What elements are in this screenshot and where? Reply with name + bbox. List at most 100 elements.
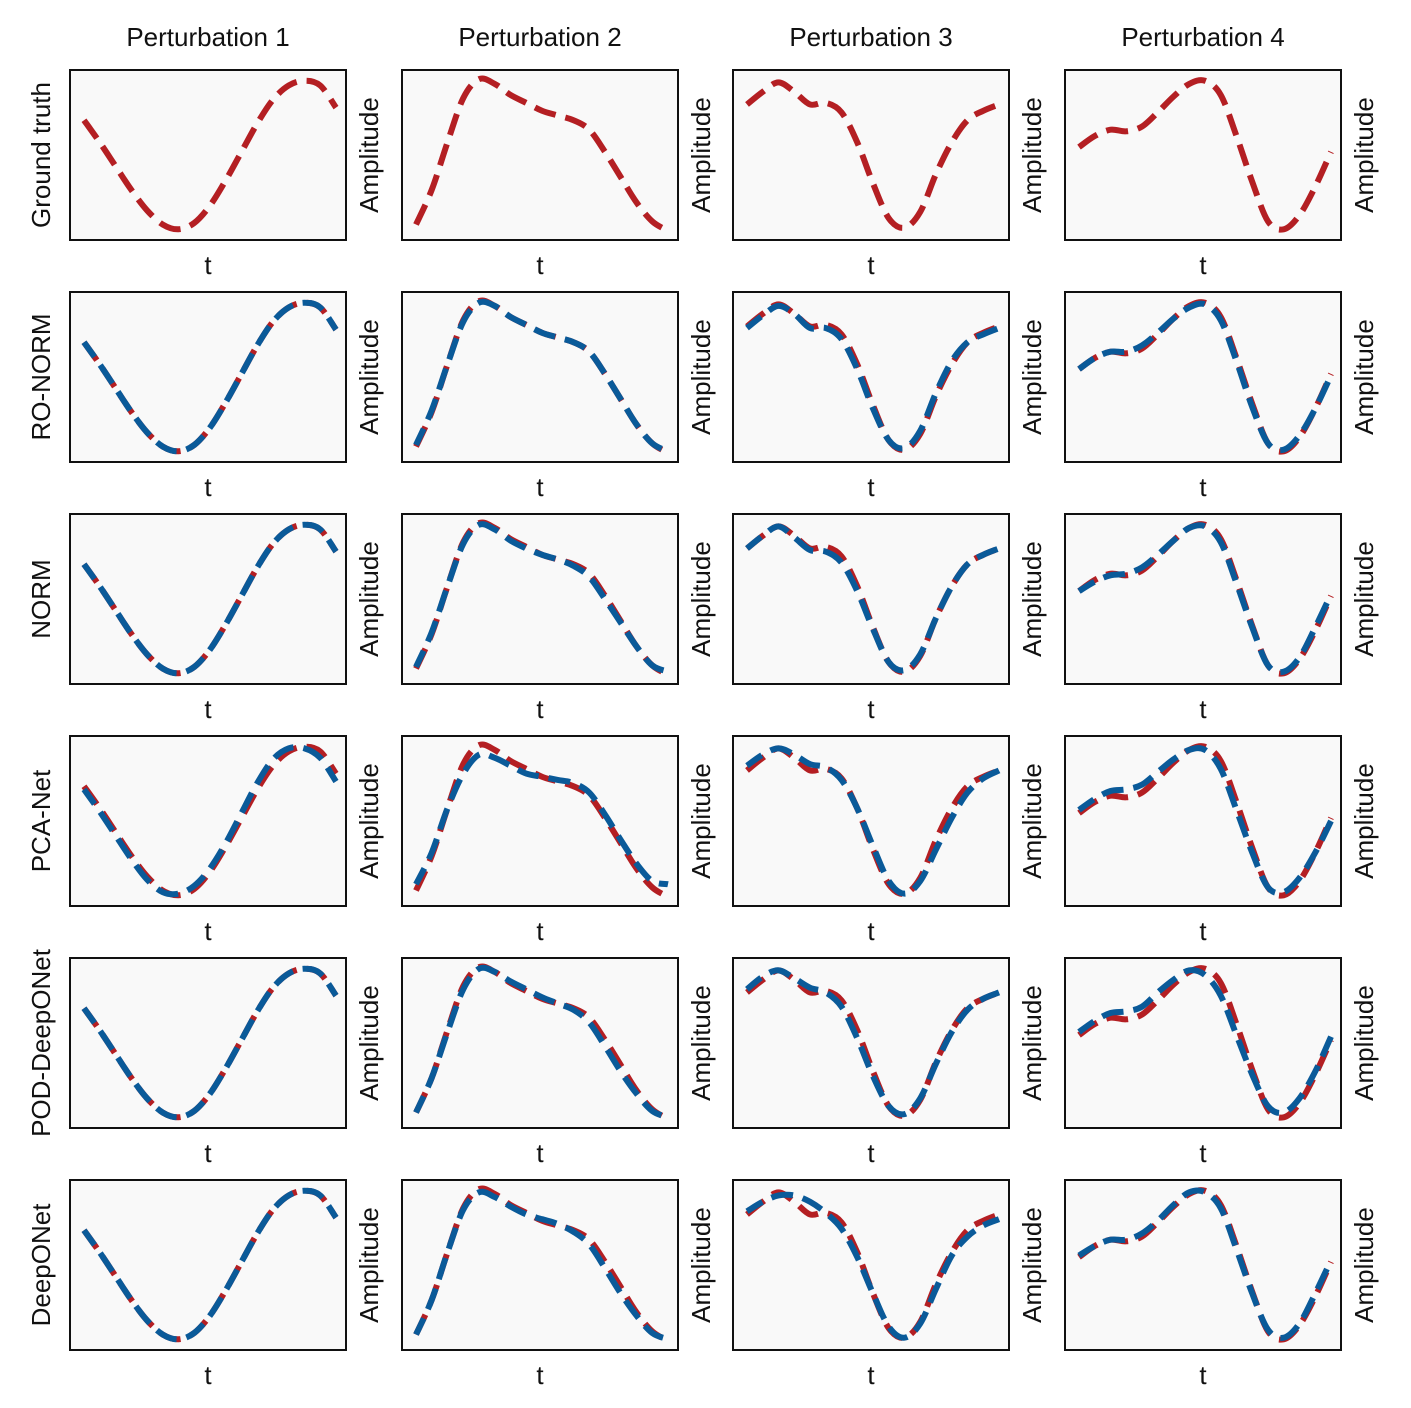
panel-background xyxy=(1065,292,1341,462)
panel-frame xyxy=(1064,291,1342,463)
x-axis-label: t xyxy=(536,1138,544,1168)
panel-r6-c1: t Amplitude xyxy=(69,1179,384,1390)
panel-background xyxy=(1065,736,1341,906)
panel-background xyxy=(70,958,346,1128)
prediction-line xyxy=(1077,967,1334,1116)
prediction-line xyxy=(81,521,339,677)
y-axis-label: Amplitude xyxy=(1017,541,1047,657)
x-axis-label: t xyxy=(1199,250,1207,280)
panel-background xyxy=(733,70,1009,240)
prediction-line xyxy=(1077,522,1334,676)
y-axis-label: Amplitude xyxy=(1017,985,1047,1101)
panel-frame xyxy=(732,957,1010,1129)
y-axis-label: Amplitude xyxy=(686,97,716,213)
prediction-line xyxy=(413,521,670,675)
ground-truth-line xyxy=(745,1189,1001,1341)
column-title-1: Perturbation 1 xyxy=(126,22,289,52)
panel-r2-c2: t Amplitude xyxy=(401,291,716,502)
ground-truth-line xyxy=(413,741,670,900)
row-label-1: Ground truth xyxy=(26,82,56,228)
panel-background xyxy=(733,1180,1009,1350)
ground-truth-line xyxy=(1077,77,1334,233)
y-axis-label: Amplitude xyxy=(354,319,384,435)
x-axis-label: t xyxy=(204,250,212,280)
y-axis-label: Amplitude xyxy=(1349,985,1379,1101)
y-axis-label: Amplitude xyxy=(1349,319,1379,435)
row-label-6: DeepONet xyxy=(26,1203,56,1327)
prediction-line xyxy=(81,299,339,455)
panel-r1-c2: t Amplitude xyxy=(401,69,716,280)
y-axis-label: Amplitude xyxy=(1017,763,1047,879)
panel-r5-c3: t Amplitude xyxy=(732,957,1047,1168)
panel-r6-c4: t Amplitude xyxy=(1064,1179,1379,1390)
panel-background xyxy=(70,292,346,462)
panel-background xyxy=(402,292,678,462)
panel-r6-c2: t Amplitude xyxy=(401,1179,716,1390)
prediction-line xyxy=(413,298,670,455)
prediction-line xyxy=(745,967,1001,1118)
panel-r5-c2: t Amplitude xyxy=(401,957,716,1168)
panel-frame xyxy=(401,291,679,463)
panel-r2-c4: t Amplitude xyxy=(1064,291,1379,502)
panel-frame xyxy=(1064,513,1342,685)
x-axis-label: t xyxy=(536,472,544,502)
y-axis-label: Amplitude xyxy=(354,97,384,213)
row-label-4: PCA-Net xyxy=(26,769,56,872)
x-axis-label: t xyxy=(1199,1360,1207,1390)
y-axis-label: Amplitude xyxy=(354,985,384,1101)
x-axis-label: t xyxy=(536,250,544,280)
ground-truth-line xyxy=(745,79,1001,231)
y-axis-label: Amplitude xyxy=(1349,97,1379,213)
ground-truth-line xyxy=(745,967,1001,1119)
x-axis-label: t xyxy=(867,1138,875,1168)
ground-truth-line xyxy=(413,75,670,234)
panel-r3-c2: t Amplitude xyxy=(401,513,716,724)
panel-r1-c1: t Amplitude xyxy=(69,69,384,280)
y-axis-label: Amplitude xyxy=(686,541,716,657)
panel-r4-c4: t Amplitude xyxy=(1064,735,1379,946)
x-axis-label: t xyxy=(204,472,212,502)
y-axis-label: Amplitude xyxy=(1349,1207,1379,1323)
panel-frame xyxy=(69,291,347,463)
column-title-2: Perturbation 2 xyxy=(458,22,621,52)
prediction-line xyxy=(81,965,339,1121)
prediction-line xyxy=(1077,1187,1334,1341)
panel-background xyxy=(70,736,346,906)
panel-frame xyxy=(732,735,1010,907)
panel-background xyxy=(70,70,346,240)
y-axis-label: Amplitude xyxy=(1017,97,1047,213)
panel-background xyxy=(733,958,1009,1128)
panel-frame xyxy=(69,957,347,1129)
prediction-line xyxy=(413,1188,670,1343)
panel-background xyxy=(1065,70,1341,240)
panel-background xyxy=(1065,514,1341,684)
panel-background xyxy=(402,514,678,684)
panel-r6-c3: t Amplitude xyxy=(732,1179,1047,1390)
y-axis-label: Amplitude xyxy=(1349,541,1379,657)
panel-r1-c3: t Amplitude xyxy=(732,69,1047,280)
panel-frame xyxy=(732,1179,1010,1351)
panel-background xyxy=(733,292,1009,462)
panel-r4-c1: t Amplitude xyxy=(69,735,384,946)
panel-frame xyxy=(401,513,679,685)
panel-frame xyxy=(69,735,347,907)
prediction-line xyxy=(81,1187,339,1343)
panel-frame xyxy=(69,513,347,685)
x-axis-label: t xyxy=(536,916,544,946)
x-axis-label: t xyxy=(867,472,875,502)
x-axis-label: t xyxy=(204,916,212,946)
panel-background xyxy=(70,1180,346,1350)
x-axis-label: t xyxy=(536,694,544,724)
panel-frame xyxy=(401,69,679,241)
row-label-3: NORM xyxy=(26,559,56,638)
panel-r3-c4: t Amplitude xyxy=(1064,513,1379,724)
x-axis-label: t xyxy=(536,1360,544,1390)
prediction-line xyxy=(745,745,1001,897)
x-axis-label: t xyxy=(204,1138,212,1168)
panel-r3-c1: t Amplitude xyxy=(69,513,384,724)
panel-r1-c4: t Amplitude xyxy=(1064,69,1379,280)
ground-truth-line xyxy=(81,77,339,233)
panel-r5-c1: t Amplitude xyxy=(69,957,384,1168)
panel-background xyxy=(402,958,678,1128)
